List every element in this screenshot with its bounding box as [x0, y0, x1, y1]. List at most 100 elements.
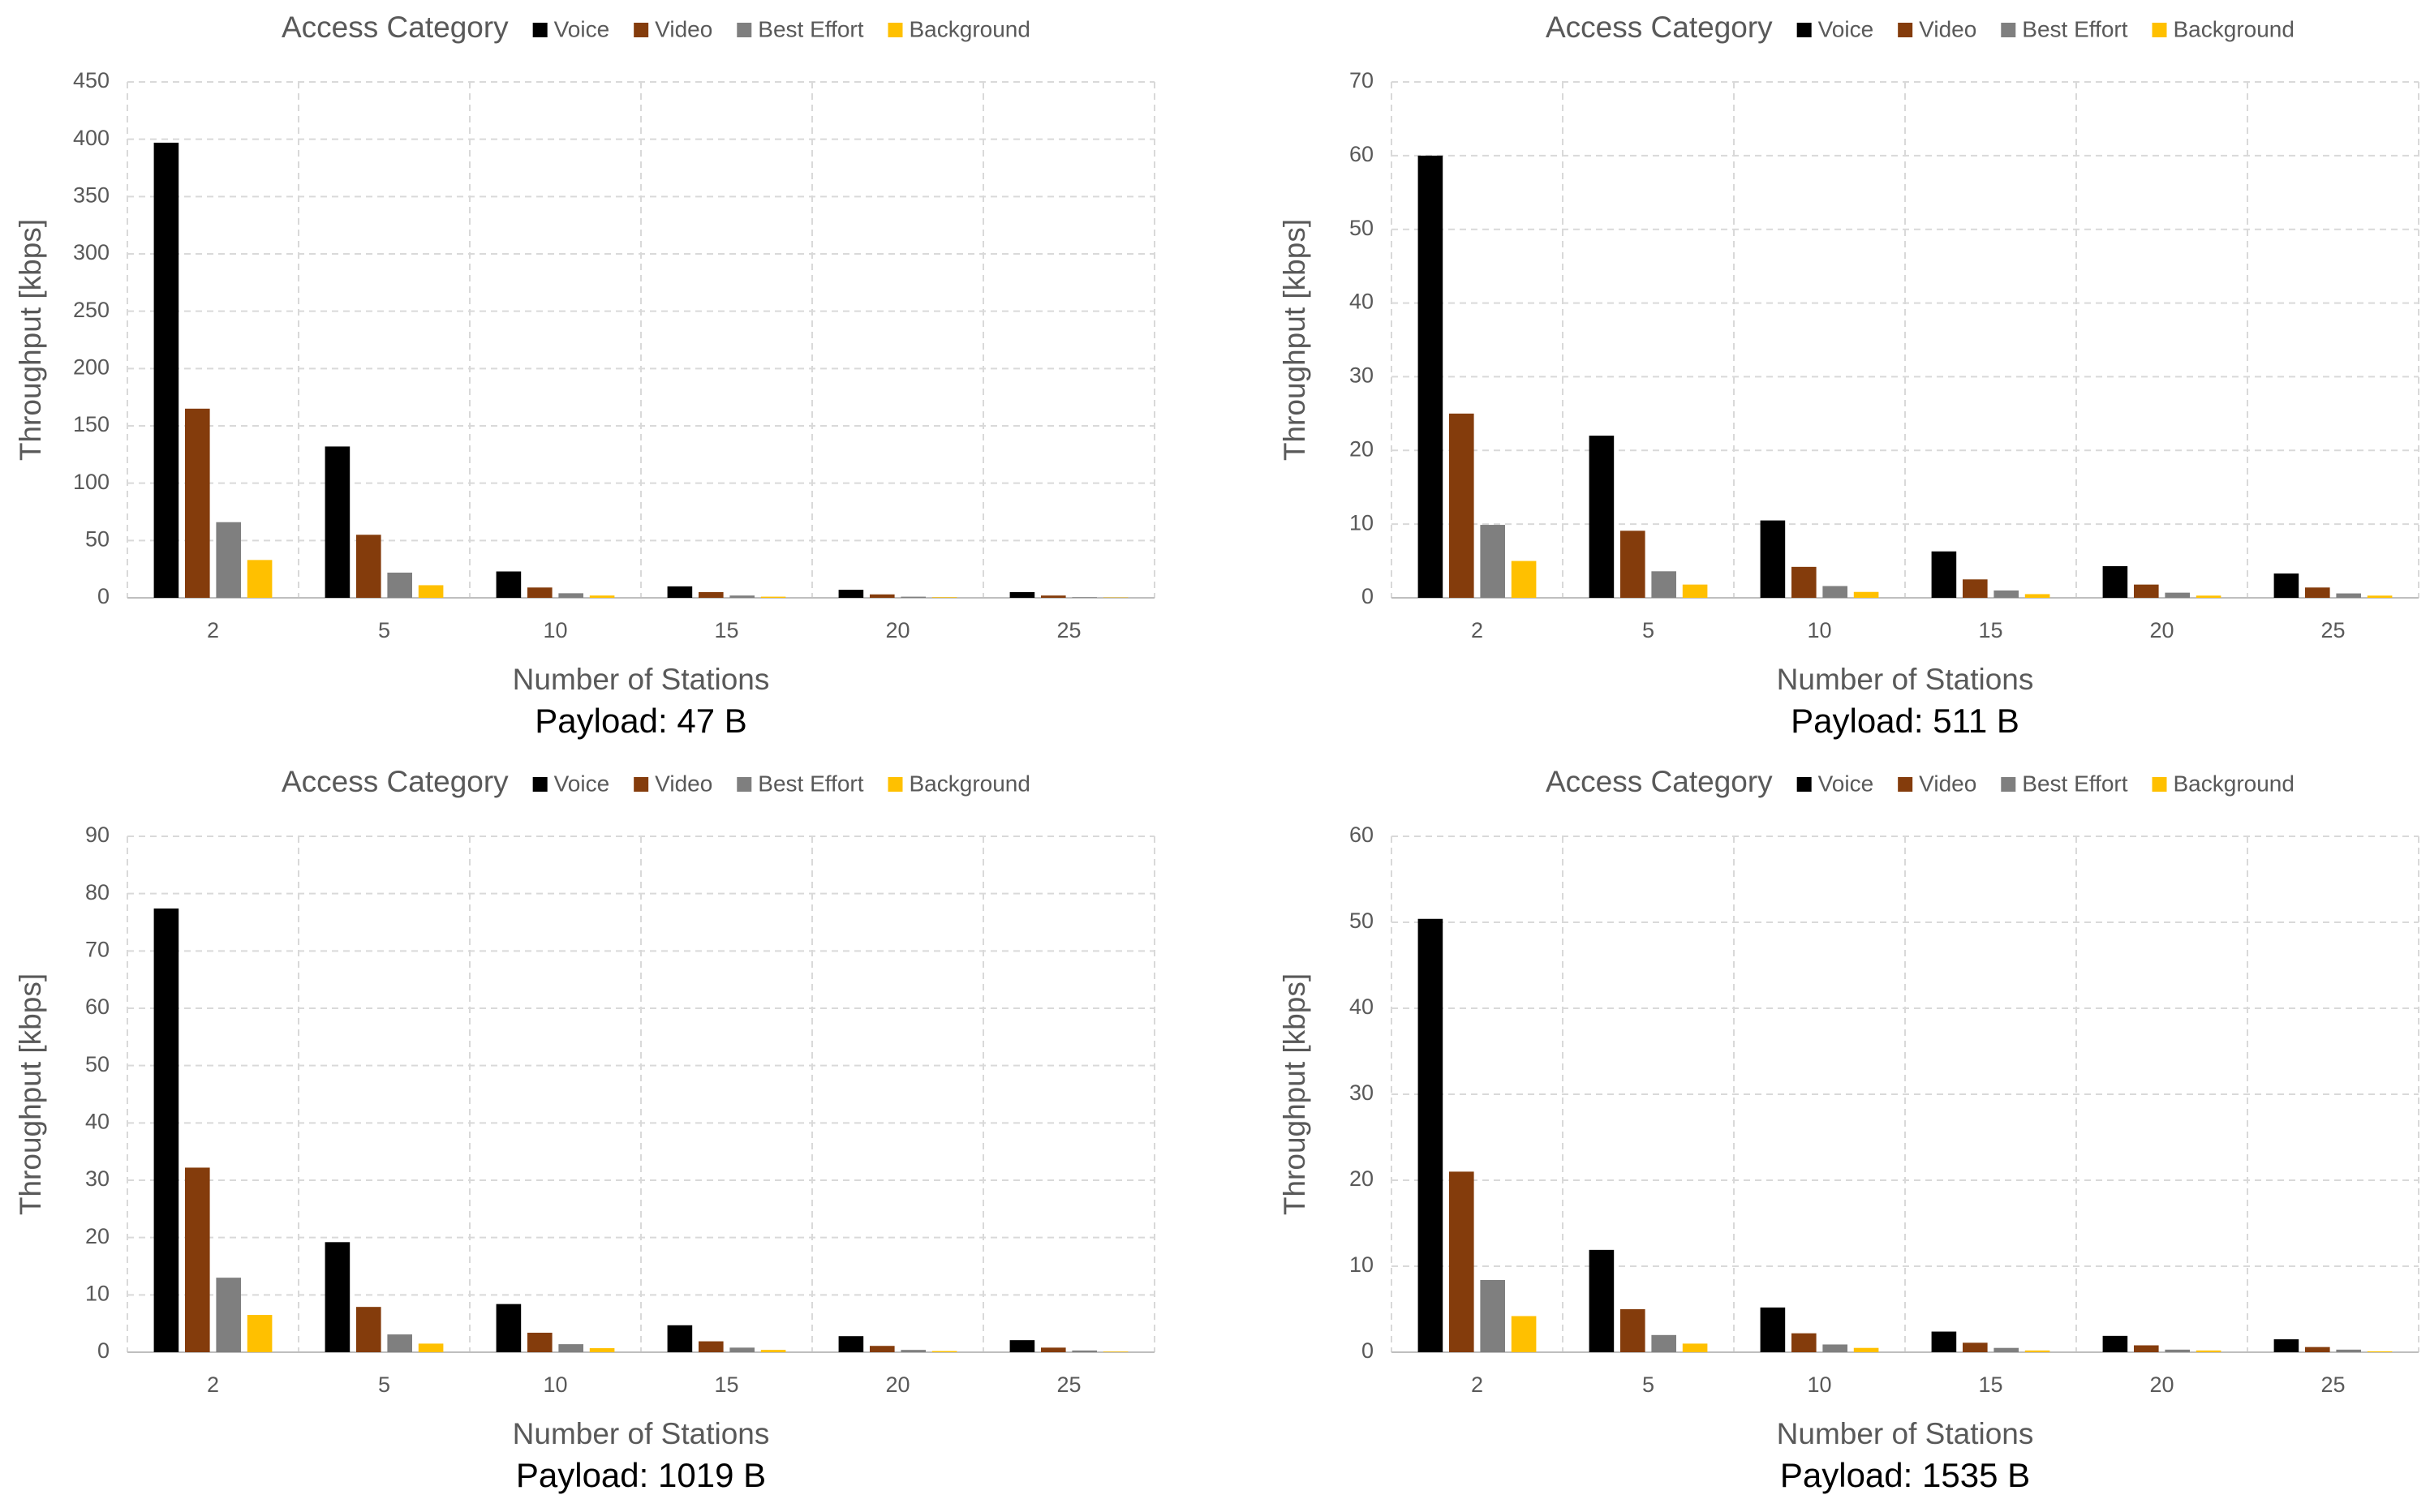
x-tick-label: 15	[714, 1372, 738, 1397]
y-tick-label: 80	[85, 880, 110, 904]
y-tick-label: 200	[73, 354, 110, 379]
chart-title: Payload: 47 B	[535, 702, 747, 740]
bar	[527, 1332, 553, 1352]
x-axis-title: Number of Stations	[513, 1417, 770, 1450]
y-tick-label: 40	[85, 1109, 110, 1133]
bar	[2273, 573, 2299, 598]
legend-swatch	[2001, 23, 2016, 37]
legend-label: Background	[2174, 771, 2295, 796]
y-axis-title: Throughput [kbps]	[14, 973, 47, 1215]
y-tick-label: 40	[1349, 290, 1374, 314]
legend-swatch	[634, 777, 649, 792]
y-tick-label: 450	[73, 68, 110, 92]
bar	[1993, 590, 2019, 598]
bar	[1072, 1350, 1097, 1352]
bar	[2196, 1350, 2221, 1352]
bar	[699, 591, 724, 598]
legend-swatch	[888, 23, 903, 37]
bar	[1417, 155, 1443, 598]
bar	[1480, 525, 1505, 598]
x-tick-label: 20	[2149, 1372, 2174, 1397]
y-tick-label: 60	[85, 994, 110, 1019]
bar	[1480, 1279, 1505, 1352]
legend-title: Access Category	[1546, 765, 1773, 798]
y-tick-label: 70	[85, 937, 110, 961]
legend-title: Access Category	[1546, 11, 1773, 44]
y-tick-label: 20	[85, 1224, 110, 1248]
legend-swatch	[1898, 23, 1913, 37]
legend-label: Voice	[554, 16, 610, 41]
bar	[1072, 597, 1097, 598]
bar	[760, 1350, 786, 1352]
legend-label: Voice	[1818, 16, 1874, 41]
legend-label: Best Effort	[2022, 16, 2127, 41]
y-tick-label: 0	[1361, 584, 1374, 608]
bar	[356, 535, 381, 598]
bar	[1511, 561, 1537, 598]
x-tick-label: 2	[1471, 1372, 1483, 1397]
y-tick-label: 90	[85, 823, 110, 847]
legend-swatch	[2152, 23, 2167, 37]
legend-title: Access Category	[282, 765, 509, 798]
bar	[2336, 1349, 2361, 1352]
bar	[1589, 1249, 1615, 1352]
bar	[1931, 1331, 1957, 1352]
bar	[1963, 579, 1988, 598]
bar	[496, 571, 522, 598]
bar	[729, 1347, 755, 1352]
bar	[2024, 594, 2050, 598]
legend-swatch	[737, 23, 752, 37]
legend-swatch	[737, 777, 752, 792]
x-tick-label: 20	[885, 1372, 910, 1397]
bar	[2102, 565, 2128, 598]
bar	[356, 1307, 381, 1352]
bar	[1651, 571, 1676, 598]
bar	[216, 1278, 241, 1352]
legend-label: Voice	[554, 771, 610, 796]
bar	[1963, 1342, 1988, 1352]
bar	[2336, 593, 2361, 598]
chart-title: Payload: 1535 B	[1780, 1456, 2030, 1494]
x-tick-label: 20	[885, 618, 910, 642]
x-tick-label: 2	[207, 618, 219, 642]
y-tick-label: 400	[73, 126, 110, 150]
legend-label: Best Effort	[758, 771, 863, 796]
bar	[418, 1343, 444, 1352]
bar	[901, 1350, 926, 1352]
y-axis-title: Throughput [kbps]	[1278, 219, 1311, 461]
y-tick-label: 70	[1349, 68, 1374, 92]
legend-swatch	[1796, 23, 1812, 37]
legend-swatch	[2001, 777, 2016, 792]
bar	[2367, 595, 2393, 598]
legend-label: Voice	[1818, 771, 1874, 796]
x-tick-label: 10	[543, 618, 567, 642]
bar	[838, 590, 864, 598]
legend-swatch	[888, 777, 903, 792]
bar	[667, 1325, 693, 1352]
legend-label: Best Effort	[2022, 771, 2127, 796]
y-tick-label: 50	[85, 526, 110, 551]
bar	[1822, 586, 1847, 598]
bar	[496, 1304, 522, 1352]
x-tick-label: 25	[1056, 1372, 1081, 1397]
bar	[589, 1348, 615, 1352]
bar	[1760, 1307, 1786, 1352]
x-tick-label: 10	[543, 1372, 567, 1397]
bar	[1931, 551, 1957, 598]
x-tick-label: 20	[2149, 618, 2174, 642]
bar	[216, 522, 241, 598]
bar	[931, 597, 957, 598]
y-tick-label: 60	[1349, 823, 1374, 847]
bar	[1651, 1334, 1676, 1352]
y-tick-label: 20	[1349, 436, 1374, 461]
bar	[667, 586, 693, 598]
bar	[387, 572, 412, 598]
y-tick-label: 30	[85, 1166, 110, 1191]
chart-title: Payload: 1019 B	[516, 1456, 766, 1494]
x-tick-label: 2	[207, 1372, 219, 1397]
y-tick-label: 10	[1349, 510, 1374, 535]
legend-swatch	[2152, 777, 2167, 792]
y-tick-label: 40	[1349, 994, 1374, 1019]
